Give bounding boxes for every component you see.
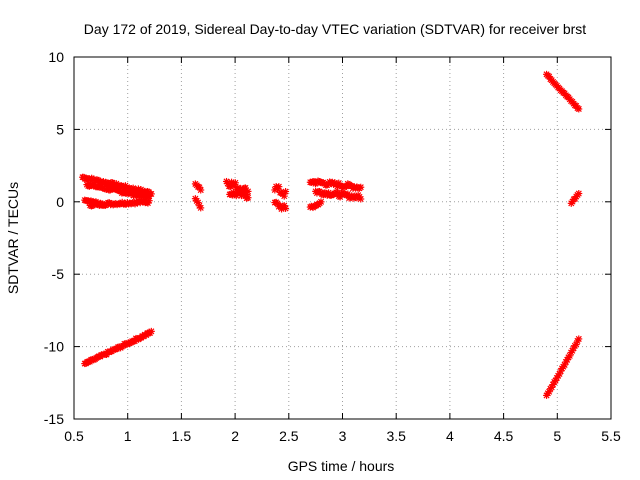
data-point <box>282 188 290 196</box>
y-tick-label: -10 <box>44 339 64 355</box>
x-tick-label: 1.5 <box>172 428 192 444</box>
chart-title: Day 172 of 2019, Sidereal Day-to-day VTE… <box>84 21 586 37</box>
y-tick-label: -15 <box>44 411 64 427</box>
data-point <box>145 197 153 205</box>
data-point <box>197 186 205 194</box>
x-tick-label: 3 <box>339 428 347 444</box>
data-point <box>275 183 283 191</box>
x-tick-label: 2.5 <box>279 428 299 444</box>
y-tick-label: 10 <box>48 49 64 65</box>
data-point <box>575 335 583 343</box>
data-point <box>240 190 248 198</box>
axis-ticks: 0.5 1 1.5 2 2.5 3 3.5 4 4.5 5 5.5 -15 -10 -5 0 5 10 <box>44 49 621 444</box>
y-axis-label: SDTVAR / TECUs <box>5 182 21 294</box>
y-tick-label: -5 <box>52 266 65 282</box>
x-tick-label: 5 <box>553 428 561 444</box>
data-point <box>147 327 155 335</box>
data-point <box>575 105 583 113</box>
data-point <box>97 200 105 208</box>
data-point <box>357 195 365 203</box>
data-point <box>357 183 365 191</box>
plot-frame <box>73 56 612 420</box>
x-tick-label: 3.5 <box>386 428 406 444</box>
data-points <box>79 70 583 399</box>
data-point <box>197 204 205 212</box>
x-axis-label: GPS time / hours <box>288 458 395 474</box>
x-tick-label: 4.5 <box>494 428 514 444</box>
y-tick-label: 0 <box>56 194 64 210</box>
x-tick-label: 2 <box>231 428 239 444</box>
data-point <box>575 190 583 198</box>
x-tick-label: 0.5 <box>64 428 84 444</box>
x-tick-label: 5.5 <box>601 428 621 444</box>
x-tick-label: 1 <box>124 428 132 444</box>
y-tick-label: 5 <box>56 121 64 137</box>
data-point <box>317 198 325 206</box>
data-point <box>145 192 153 200</box>
grid-lines <box>74 57 611 419</box>
x-tick-label: 4 <box>446 428 454 444</box>
data-point <box>244 194 252 202</box>
data-point <box>282 204 290 212</box>
